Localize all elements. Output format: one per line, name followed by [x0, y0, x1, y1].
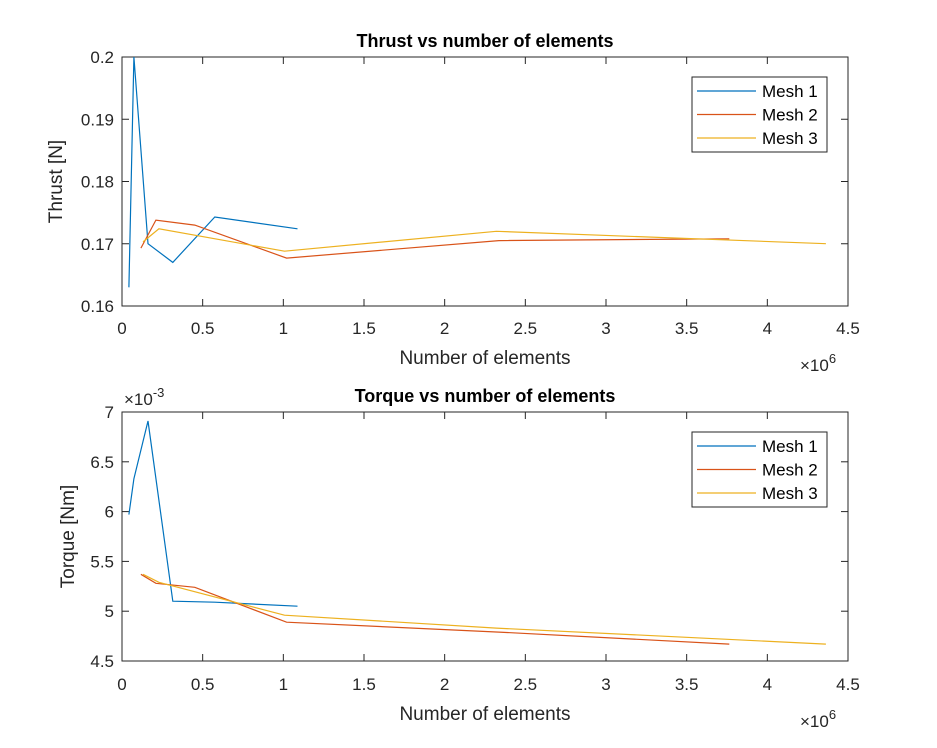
legend-entry: Mesh 2 [762, 106, 818, 125]
y-tick-label: 5.5 [90, 552, 114, 571]
chart-title: Thrust vs number of elements [356, 31, 613, 51]
y-exponent-base: ×10 [124, 390, 153, 409]
series-line-mesh-2 [140, 219, 730, 259]
x-tick-label: 4 [763, 675, 772, 694]
x-exponent-base: ×10 [800, 712, 829, 731]
x-tick-label: 2.5 [514, 675, 538, 694]
x-tick-label: 1.5 [352, 675, 376, 694]
legend-entry: Mesh 3 [762, 129, 818, 148]
y-exponent-power: -3 [153, 385, 165, 400]
x-exponent-label: ×106 [800, 351, 836, 375]
x-tick-label: 1 [279, 319, 288, 338]
x-tick-label: 3 [601, 675, 610, 694]
x-tick-label: 2.5 [514, 319, 538, 338]
y-tick-label: 0.17 [81, 235, 114, 254]
x-axis-label: Number of elements [399, 704, 570, 725]
legend-entry: Mesh 1 [762, 82, 818, 101]
x-tick-label: 0.5 [191, 675, 215, 694]
y-tick-label: 6.5 [90, 453, 114, 472]
series-line-mesh-1 [128, 57, 298, 288]
y-exponent-label: ×10-3 [124, 385, 164, 409]
x-tick-label: 0 [117, 319, 126, 338]
torque-plot: 0 0.5 1 1.5 2 2.5 3 3.5 4 4.5 4.5 5 5.5 6 6.5 7 Torque v… [58, 385, 860, 731]
x-tick-label: 3 [601, 319, 610, 338]
x-exponent-label: ×106 [800, 707, 836, 731]
x-tick-label: 0.5 [191, 319, 215, 338]
y-tick-label: 6 [105, 503, 114, 522]
series-line-mesh-2 [140, 573, 730, 645]
x-exponent-power: 6 [829, 707, 836, 722]
x-exponent-power: 6 [829, 351, 836, 366]
legend: Mesh 1 Mesh 2 Mesh 3 [691, 431, 828, 508]
x-axis-label: Number of elements [399, 348, 570, 369]
x-tick-label: 2 [440, 319, 449, 338]
y-tick-label: 0.2 [90, 48, 114, 67]
legend-entry: Mesh 2 [762, 461, 818, 480]
series-line-mesh-1 [128, 420, 298, 607]
y-tick-label: 0.18 [81, 173, 114, 192]
y-axis-label: Torque [Nm] [58, 485, 79, 588]
y-tick-label: 0.19 [81, 110, 114, 129]
thrust-plot: 0 0.5 1 1.5 2 2.5 3 3.5 4 4.5 0.16 0.17 0.18 0.19 0.2 T… [46, 31, 860, 375]
x-tick-label: 1 [279, 675, 288, 694]
legend: Mesh 1 Mesh 2 Mesh 3 [691, 76, 828, 153]
y-tick-label: 0.16 [81, 297, 114, 316]
legend-entry: Mesh 3 [762, 484, 818, 503]
legend-entry: Mesh 1 [762, 437, 818, 456]
series-line-mesh-3 [142, 573, 826, 645]
x-tick-label: 3.5 [675, 675, 699, 694]
y-tick-label: 4.5 [90, 652, 114, 671]
y-tick-label: 5 [105, 602, 114, 621]
x-tick-label: 4.5 [836, 675, 860, 694]
y-axis-label: Thrust [N] [46, 140, 67, 223]
x-tick-label: 4.5 [836, 319, 860, 338]
x-tick-label: 4 [763, 319, 772, 338]
x-tick-label: 3.5 [675, 319, 699, 338]
x-exponent-base: ×10 [800, 356, 829, 375]
x-tick-label: 2 [440, 675, 449, 694]
y-tick-label: 7 [105, 403, 114, 422]
series-line-mesh-3 [142, 228, 826, 252]
x-tick-label: 1.5 [352, 319, 376, 338]
x-tick-label: 0 [117, 675, 126, 694]
chart-title: Torque vs number of elements [355, 386, 616, 406]
